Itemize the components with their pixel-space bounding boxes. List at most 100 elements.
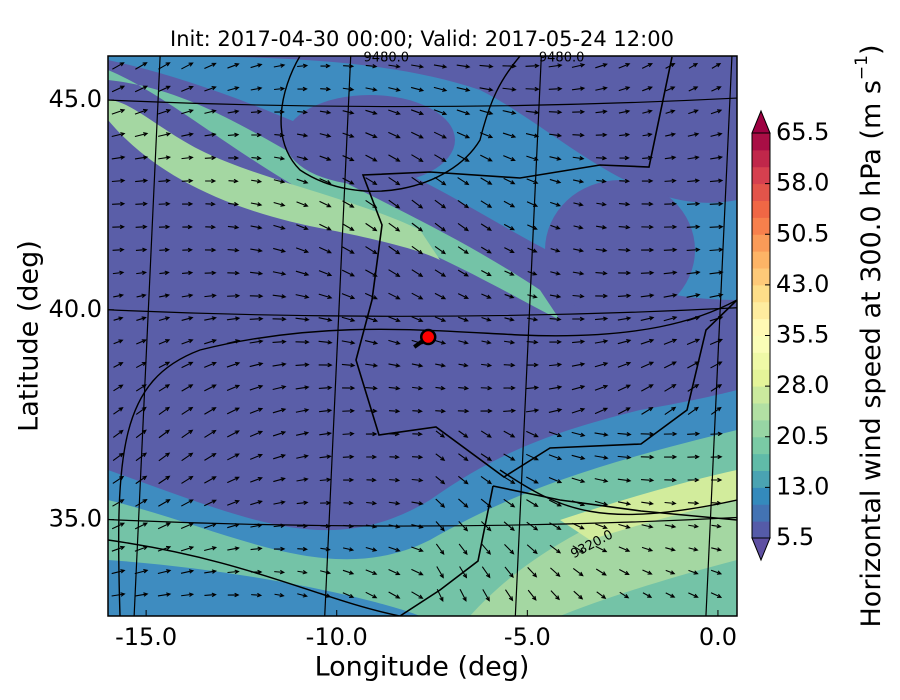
wind-arrow [525,408,540,413]
wind-arrow [158,316,171,322]
wind-arrow [571,385,586,391]
wind-arrow [250,225,263,230]
wind-arrow [642,592,653,598]
colorbar-band [752,386,770,404]
colorbar-band [752,403,770,421]
wind-arrow [619,155,630,161]
wind-arrow [158,406,171,415]
colorbar-extend-max [751,109,771,134]
wind-arrow [204,499,217,507]
wind-arrow [617,478,632,483]
wind-arrow [365,569,378,575]
wind-arrow [250,109,263,115]
wind-arrow [273,546,286,552]
wind-arrow [342,592,355,598]
wind-arrow [664,224,678,230]
wind-arrow [457,154,470,162]
location-marker [419,328,437,346]
wind-arrow [642,569,653,575]
wind-arrow [526,155,539,161]
contour-line [117,299,737,616]
wind-arrow [641,524,654,529]
wind-arrow [182,224,193,230]
wind-arrow [479,109,494,116]
wind-arrow [526,476,539,484]
wind-arrow [526,385,540,390]
wind-arrow [687,477,700,483]
wind-arrow [642,109,653,114]
wind-arrow [341,340,356,345]
wind-arrow [343,477,355,483]
wind-arrow [366,477,377,483]
wind-arrow [481,362,493,368]
wind-arrow [134,569,149,575]
wind-arrow [503,476,516,484]
wind-arrow [710,155,724,160]
wind-arrow [711,523,722,529]
wind-arrow [572,316,585,322]
wind-arrow [710,361,723,369]
colorbar-tick-label: 28.0 [776,371,829,399]
wind-arrow [687,454,700,460]
wind-arrow [365,431,378,437]
wind-arrow [295,317,310,322]
wind-arrow [227,546,240,551]
wind-arrow [181,361,194,369]
wind-arrow [136,293,147,298]
wind-arrow [135,178,149,183]
wind-arrow [249,339,264,344]
wind-arrow [204,293,217,298]
wind-arrow [617,384,632,392]
y-tick-label: 45.0 [49,85,102,113]
wind-arrow [411,568,424,576]
wind-arrow [641,406,654,415]
wind-arrow [135,499,148,507]
wind-arrow [594,362,609,368]
wind-arrow [112,247,125,253]
wind-arrow [158,155,172,160]
wind-arrow [481,566,491,579]
wind-arrow [572,271,585,276]
wind-arrow [641,247,655,253]
wind-arrow [665,569,676,575]
wind-arrow [158,178,171,184]
wind-arrow [388,316,401,323]
colorbar-label-end: ) [856,44,887,55]
wind-arrow [181,592,195,597]
wind-arrow [686,270,701,275]
wind-arrow [663,431,678,437]
wind-arrow [640,293,655,298]
wind-arrow [458,340,469,345]
wind-arrow [458,430,469,438]
wind-arrow [295,431,310,436]
wind-arrow [410,109,425,116]
wind-arrow [435,385,446,391]
wind-arrow [389,454,400,460]
wind-arrow [365,109,378,115]
wind-arrow [296,454,309,459]
wind-arrow [365,546,378,552]
wind-arrow [550,248,561,253]
wind-arrow [688,592,699,598]
wind-arrow [366,454,378,460]
wind-arrow [112,429,124,438]
wind-arrow [502,132,517,139]
wind-arrow [342,155,355,162]
wind-arrow [158,132,172,137]
wind-arrow [595,293,609,299]
wind-arrow [181,293,194,298]
wind-arrow [111,178,126,183]
wind-arrow [434,222,447,232]
wind-arrow [571,362,586,367]
wind-arrow [458,475,469,485]
x-tick-label: -15.0 [115,623,177,651]
wind-arrow [457,199,470,209]
wind-arrow [480,223,492,231]
wind-arrow [204,247,217,253]
wind-arrow [250,271,264,276]
wind-arrow [388,501,401,506]
wind-arrow [596,155,608,161]
wind-arrow [111,522,125,530]
wind-arrow [411,131,424,139]
wind-arrow [227,499,240,506]
